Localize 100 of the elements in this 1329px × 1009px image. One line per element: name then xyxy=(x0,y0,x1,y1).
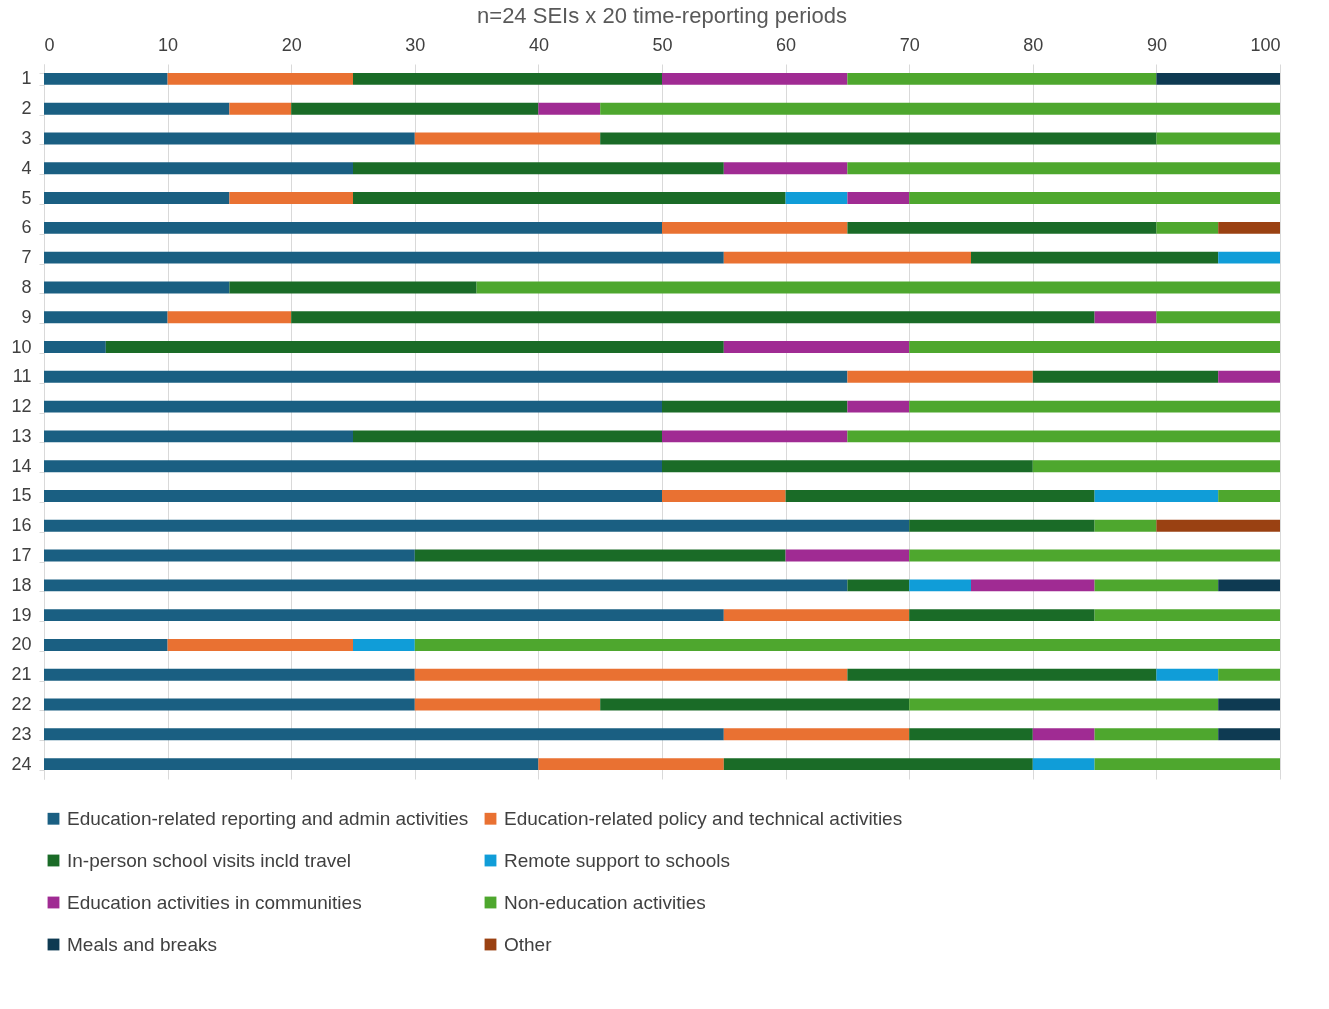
chart-title: n=24 SEIs x 20 time-reporting periods xyxy=(477,3,847,28)
bar xyxy=(44,579,848,592)
x-tick-label: 30 xyxy=(405,34,426,55)
bar xyxy=(44,758,539,771)
y-tick-label: 4 xyxy=(21,157,32,178)
bar xyxy=(847,221,1157,234)
bar xyxy=(600,102,1280,115)
bar xyxy=(600,132,1157,145)
bar xyxy=(44,698,415,711)
bar xyxy=(44,638,168,651)
bar xyxy=(1156,311,1280,324)
bar xyxy=(229,192,353,205)
bar xyxy=(1094,758,1280,771)
bar xyxy=(44,281,230,294)
bar xyxy=(971,251,1219,264)
y-tick-label: 22 xyxy=(11,694,32,715)
bar xyxy=(785,549,910,562)
x-tick-label: 40 xyxy=(528,34,549,55)
bar xyxy=(414,549,786,562)
bar xyxy=(291,311,1095,324)
y-tick-label: 18 xyxy=(11,574,32,595)
y-tick-label: 11 xyxy=(12,366,32,387)
bar xyxy=(44,341,106,353)
bar xyxy=(44,728,724,741)
bar xyxy=(167,638,353,651)
bar xyxy=(909,519,1095,532)
y-tick-label: 19 xyxy=(11,604,32,625)
bar xyxy=(44,102,230,115)
legend-label: Non-education activities xyxy=(504,891,706,913)
bar xyxy=(1032,370,1219,383)
y-tick-label: 21 xyxy=(11,664,32,685)
y-tick-label: 9 xyxy=(21,306,32,327)
bar xyxy=(909,192,1280,205)
bar xyxy=(44,668,415,681)
bar xyxy=(229,102,292,115)
legend-label: Education-related reporting and admin activities xyxy=(67,807,469,829)
y-tick-label: 15 xyxy=(11,485,32,506)
x-tick-label: 50 xyxy=(652,34,673,55)
bar xyxy=(44,609,724,622)
y-tick-label: 2 xyxy=(21,98,32,119)
bar xyxy=(44,430,353,443)
bar xyxy=(723,162,848,175)
bar xyxy=(909,549,1280,562)
bar xyxy=(723,609,910,622)
bar xyxy=(1218,370,1280,383)
bar xyxy=(229,281,477,294)
bar xyxy=(1032,460,1280,473)
x-tick-label: 100 xyxy=(1250,34,1281,55)
bar xyxy=(414,698,601,711)
bar xyxy=(909,579,971,592)
bar xyxy=(1218,668,1280,681)
bar xyxy=(909,609,1095,622)
bar xyxy=(600,698,910,711)
bar xyxy=(662,430,848,443)
x-tick-label: 90 xyxy=(1146,34,1167,55)
bar xyxy=(1156,72,1280,85)
y-tick-label: 1 xyxy=(21,68,32,89)
bar xyxy=(1218,490,1280,502)
bar xyxy=(662,400,848,413)
bar xyxy=(167,311,292,324)
bar xyxy=(785,192,848,205)
bar xyxy=(538,758,724,771)
y-tick-label: 10 xyxy=(11,336,32,357)
bar xyxy=(1156,668,1219,681)
bar xyxy=(353,638,415,651)
bar xyxy=(662,490,786,502)
bar xyxy=(909,698,1219,711)
bar xyxy=(1094,728,1219,741)
bar xyxy=(847,192,910,205)
bar xyxy=(909,341,1280,353)
bar xyxy=(1094,311,1157,324)
bar xyxy=(1094,579,1219,592)
bar xyxy=(1218,221,1280,234)
legend-label: Other xyxy=(504,933,553,955)
y-tick-label: 14 xyxy=(11,455,32,476)
y-tick-label: 12 xyxy=(11,396,32,417)
bar xyxy=(1218,579,1280,592)
bar xyxy=(291,102,539,115)
bar xyxy=(1218,698,1280,711)
bar xyxy=(44,400,662,413)
bar xyxy=(44,221,662,234)
bar xyxy=(847,400,910,413)
bar xyxy=(44,251,724,264)
bar xyxy=(353,430,662,443)
bar xyxy=(44,490,662,502)
bar xyxy=(44,192,230,205)
bar xyxy=(847,430,1280,443)
y-tick-label: 8 xyxy=(21,276,32,297)
y-tick-label: 16 xyxy=(11,515,32,536)
y-tick-label: 7 xyxy=(21,247,32,268)
bar xyxy=(414,638,1280,651)
y-tick-label: 5 xyxy=(21,187,32,208)
bar xyxy=(723,728,910,741)
y-tick-label: 20 xyxy=(11,634,32,655)
bar xyxy=(723,758,1033,771)
bar xyxy=(971,579,1095,592)
x-tick-label: 10 xyxy=(158,34,179,55)
bar xyxy=(414,668,848,681)
bar xyxy=(44,460,662,473)
bar xyxy=(44,162,353,175)
